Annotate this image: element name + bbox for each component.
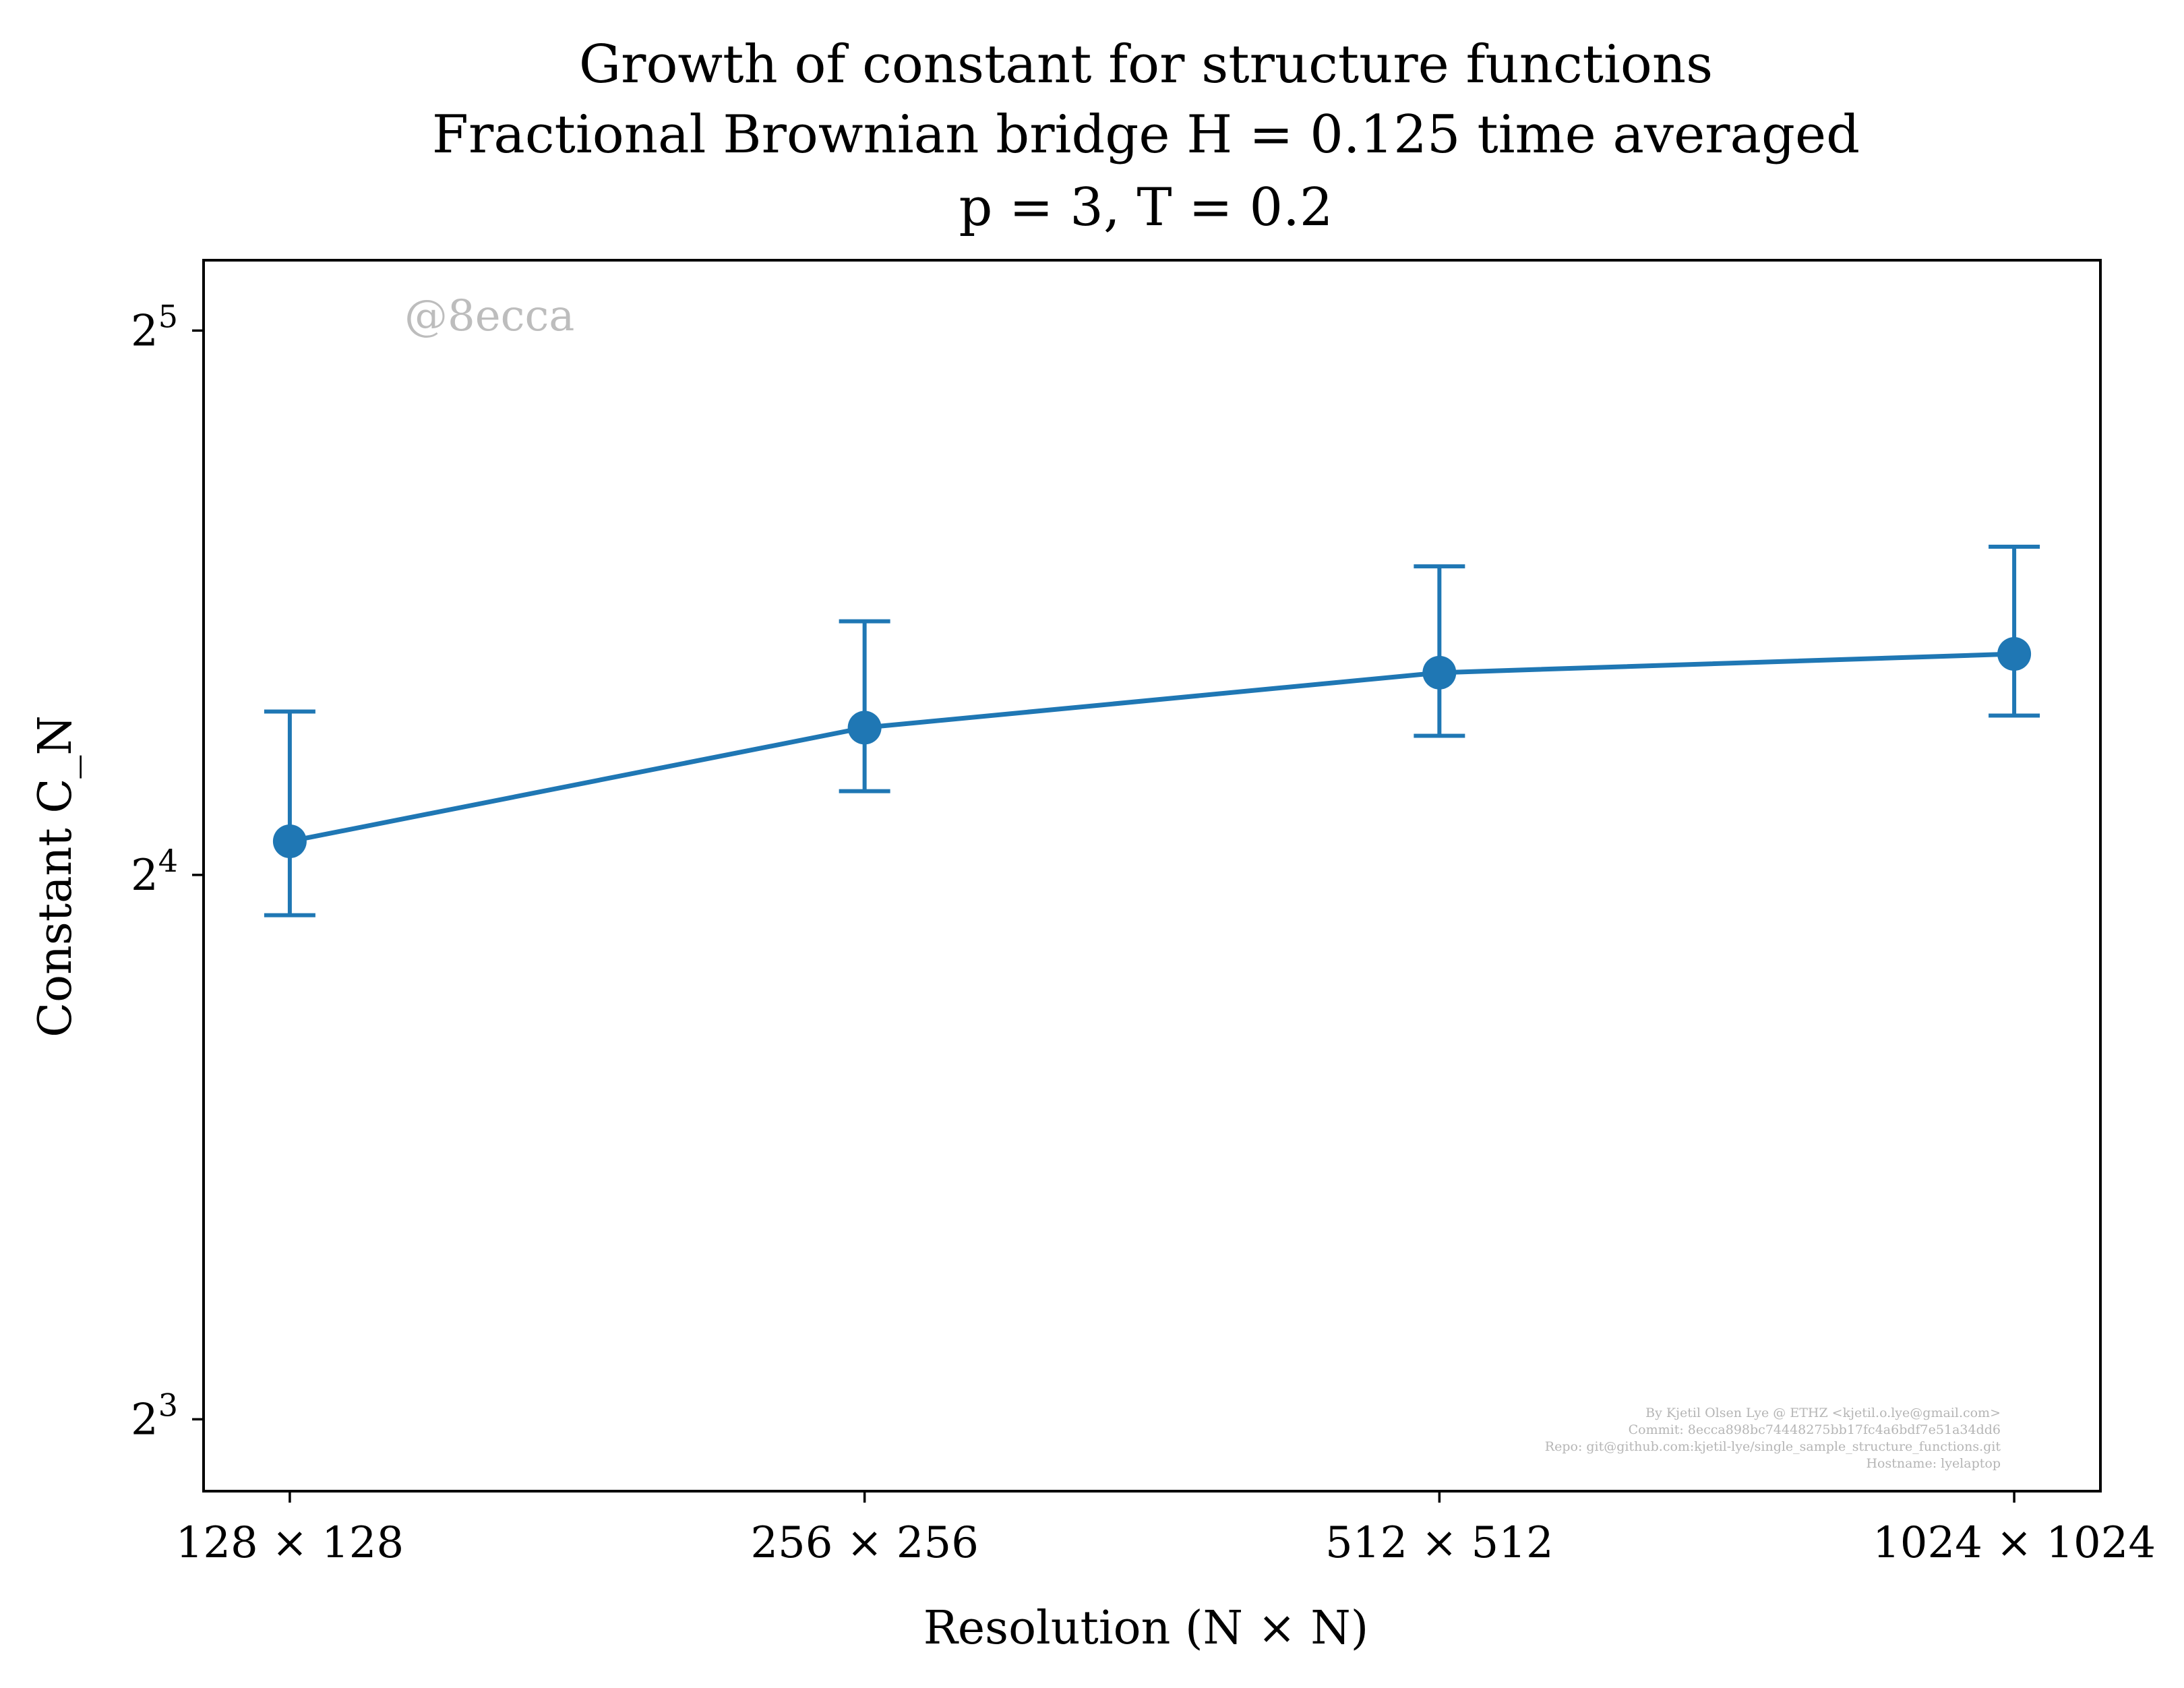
chart-title-line-1: Growth of constant for structure functio…	[579, 34, 1713, 95]
x-tick-label: 128 × 128	[176, 1518, 404, 1568]
x-tick-label: 512 × 512	[1325, 1518, 1554, 1568]
plot-area: 128 × 128 256 × 256 512 × 512 1024 × 1024 23…	[131, 259, 2156, 1568]
x-tick-label: 1024 × 1024	[1873, 1518, 2156, 1568]
footer-line-2: Commit: 8ecca898bc74448275bb17fc4a6bdf7e…	[1629, 1422, 2001, 1437]
watermark: @8ecca	[404, 291, 574, 341]
y-axis-label: Constant C_N	[29, 715, 82, 1037]
footer-line-4: Hostname: lyelaptop	[1866, 1456, 2001, 1471]
footer-line-3: Repo: git@github.com:kjetil-lye/single_s…	[1545, 1439, 2001, 1454]
series-line	[289, 651, 2015, 844]
y-tick-label: 25	[131, 298, 178, 356]
x-axis-label: Resolution (N × N)	[923, 1602, 1369, 1655]
y-tick-label: 24	[131, 843, 178, 901]
chart-title-line-2: Fractional Brownian bridge H = 0.125 tim…	[432, 104, 1860, 165]
data-point	[1997, 637, 2032, 671]
y-tick-label: 23	[131, 1387, 178, 1445]
footer-line-1: By Kjetil Olsen Lye @ ETHZ <kjetil.o.lye…	[1645, 1406, 2001, 1420]
chart-title-line-3: p = 3, T = 0.2	[959, 177, 1333, 238]
x-tick-label: 256 × 256	[750, 1518, 979, 1568]
data-point	[847, 711, 882, 745]
data-point	[1422, 655, 1457, 690]
data-point	[272, 824, 307, 858]
